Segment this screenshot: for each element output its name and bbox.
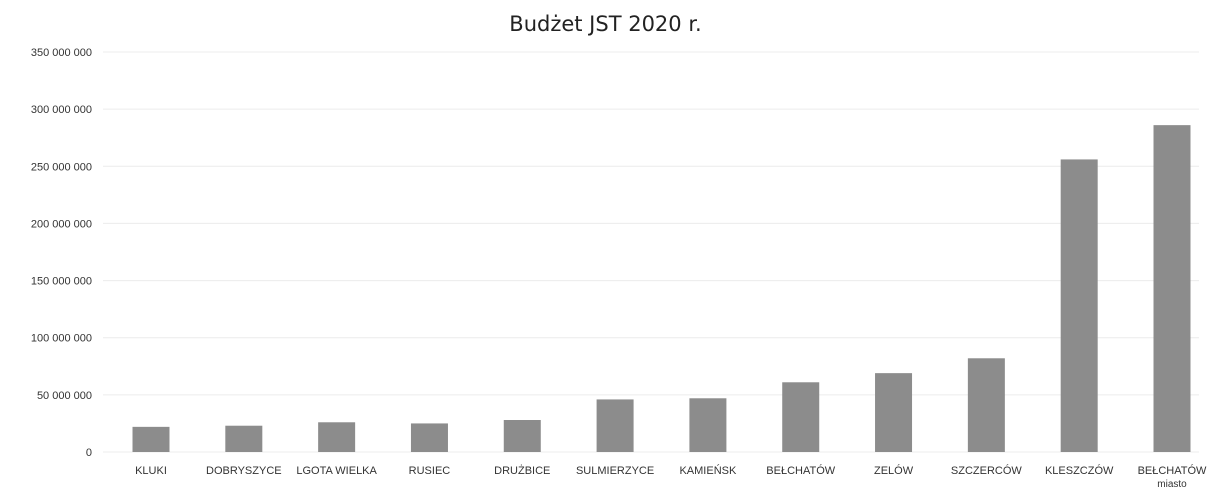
x-axis-category-labels: KLUKI DOBRYSZYCE LGOTA WIELKA RUSIEC DRUŻBIC…: [135, 464, 1207, 490]
bar: [503, 420, 541, 452]
bar: [410, 423, 448, 452]
bar: [782, 382, 820, 452]
y-tick-label: 100 000 000: [31, 333, 92, 345]
bar: [318, 422, 356, 452]
y-tick-label: 0: [86, 447, 92, 459]
x-category-sublabel: miasto: [1157, 479, 1187, 490]
y-tick-label: 300 000 000: [31, 104, 92, 116]
x-category-label: KAMIEŃSK: [679, 464, 737, 477]
x-category-label: SULMIERZYCE: [576, 465, 654, 477]
y-tick-label: 50 000 000: [37, 390, 92, 402]
x-category-label: RUSIEC: [409, 465, 451, 477]
x-category-label: BEŁCHATÓW: [1138, 464, 1207, 477]
chart-title: Budżet JST 2020 r.: [509, 12, 702, 36]
bar: [596, 399, 634, 452]
bar: [225, 425, 263, 452]
x-category-label: DOBRYSZYCE: [206, 465, 282, 477]
x-category-label: DRUŻBICE: [494, 464, 550, 477]
bar: [1153, 125, 1191, 453]
x-category-label: ZELÓW: [874, 464, 914, 477]
x-category-label: SZCZERCÓW: [951, 464, 1023, 477]
y-tick-label: 200 000 000: [31, 218, 92, 230]
bars: [132, 125, 1191, 453]
grid-layer: [103, 51, 1199, 453]
y-tick-label: 150 000 000: [31, 276, 92, 288]
y-axis-tick-labels: 0 50 000 000 100 000 000 150 000 000 200 000…: [31, 47, 92, 459]
x-category-label: KLESZCZÓW: [1045, 464, 1114, 477]
bar: [1060, 159, 1098, 452]
bar: [875, 373, 913, 452]
bar: [689, 398, 727, 452]
y-tick-label: 350 000 000: [31, 47, 92, 59]
x-category-label: BEŁCHATÓW: [766, 464, 835, 477]
x-category-label: LGOTA WIELKA: [296, 465, 377, 477]
y-tick-label: 250 000 000: [31, 161, 92, 173]
bar: [967, 358, 1005, 452]
bar: [132, 426, 170, 452]
x-category-label: KLUKI: [135, 465, 167, 477]
